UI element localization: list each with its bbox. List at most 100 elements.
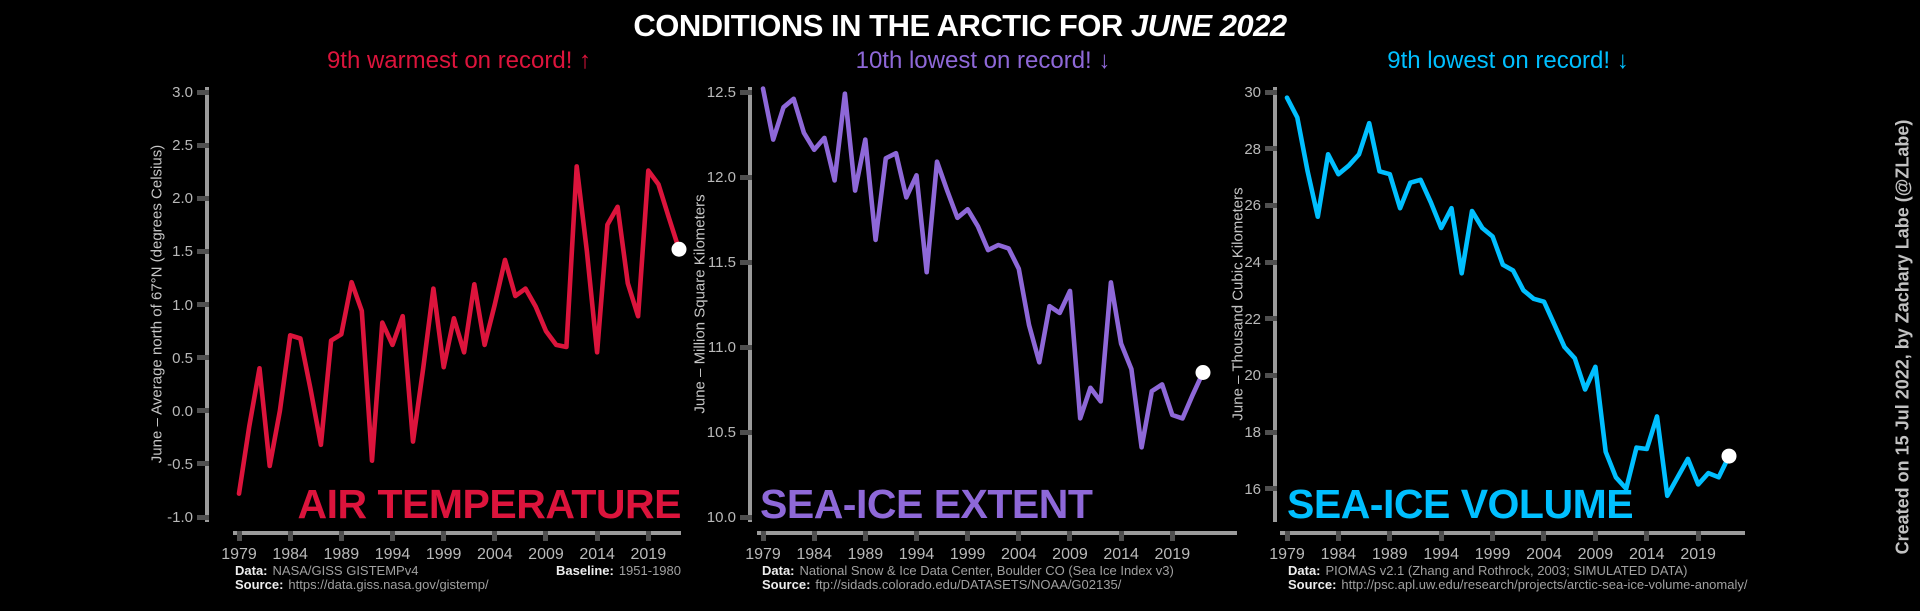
x-tick-label: 1994: [898, 546, 935, 563]
y-tick-label: 2.5: [172, 137, 193, 155]
x-tick-label: 2014: [1103, 546, 1139, 563]
y-tick-label: -0.5: [167, 455, 193, 473]
x-tick-label: 1989: [847, 546, 884, 563]
y-axis-tick: [1265, 372, 1277, 378]
x-tick-label: 2004: [477, 546, 513, 563]
sea-ice-volume-series-label: SEA-ICE VOLUME: [1287, 481, 1634, 527]
x-axis-tick: [389, 531, 395, 541]
x-tick-label: 1994: [1423, 546, 1459, 563]
y-axis-tick: [197, 461, 209, 467]
y-axis-tick: [740, 259, 752, 265]
x-tick-label: 1979: [221, 546, 257, 563]
x-axis-tick: [287, 531, 293, 541]
x-tick-label: 1984: [272, 546, 308, 563]
x-axis-line: [757, 531, 1237, 535]
air-temperature-line: [236, 164, 682, 496]
sea-ice-extent-annotation: 10th lowest on record! ↓: [855, 47, 1111, 74]
sea-ice-extent-series-label: SEA-ICE EXTENT: [760, 481, 1093, 527]
data-value: National Snow & Ice Data Center, Boulder…: [799, 563, 1174, 578]
source-label: Source:: [1288, 576, 1337, 592]
x-axis-tick: [1016, 531, 1022, 541]
y-tick-label: 0.5: [172, 349, 193, 367]
y-axis-tick: [740, 344, 752, 350]
x-axis-tick: [1592, 531, 1598, 541]
page-title-prefix: CONDITIONS IN THE ARCTIC FOR: [633, 8, 1131, 43]
x-tick-label: 2004: [1001, 546, 1037, 563]
y-axis-tick: [197, 142, 209, 148]
x-tick-label: 1979: [745, 546, 781, 563]
y-tick-label: 11.0: [707, 339, 736, 356]
y-axis-tick: [197, 195, 209, 201]
x-axis-tick: [1541, 531, 1547, 541]
y-tick-label: 22: [1244, 310, 1261, 328]
sea-ice-extent-line: [760, 86, 1206, 450]
sea-ice-volume-annotation: 9th lowest on record! ↓: [1387, 47, 1629, 74]
air-temperature-source-note: Data: NASA/GISS GISTEMPv4 Baseline: 1951-1…: [235, 564, 681, 591]
x-tick-label: 2009: [1052, 546, 1088, 563]
y-tick-label: 30: [1244, 84, 1261, 101]
y-axis-tick: [740, 174, 752, 180]
x-tick-label: 1999: [1474, 546, 1511, 563]
x-axis-tick: [594, 531, 600, 541]
x-axis-tick: [760, 531, 766, 541]
y-tick-label: 2.0: [172, 190, 193, 208]
x-axis-tick: [811, 531, 817, 541]
y-axis-tick: [1265, 316, 1277, 322]
source-value: https://data.giss.nasa.gov/gistemp/: [288, 576, 489, 592]
source-label: Source:: [762, 576, 811, 592]
latest-point-marker: [1195, 365, 1211, 380]
y-axis-tick: [197, 355, 209, 361]
y-axis-tick: [1265, 259, 1277, 265]
y-tick-label: 11.5: [707, 254, 736, 271]
x-axis-tick: [1284, 531, 1290, 541]
x-axis-tick: [492, 531, 498, 541]
x-tick-label: 2004: [1526, 546, 1562, 563]
x-tick-label: 1984: [796, 546, 832, 563]
source-label: Source:: [235, 576, 284, 592]
y-axis-tick: [197, 248, 209, 254]
y-axis-tick: [740, 89, 752, 95]
source-value: http://psc.apl.uw.edu/research/projects/…: [1341, 576, 1748, 592]
y-axis-tick: [1265, 202, 1277, 208]
y-tick-label: 10.5: [706, 424, 736, 441]
x-axis-tick: [441, 531, 447, 541]
sea-ice-volume-y-axis-title: June – Thousand Cubic Kilometers: [1229, 187, 1247, 421]
page-title-date: JUNE 2022: [1130, 8, 1287, 43]
x-axis-tick: [913, 531, 919, 541]
x-tick-label: 2019: [1154, 546, 1191, 563]
baseline-value: 1951-1980: [618, 563, 681, 578]
y-axis-tick: [197, 302, 209, 307]
y-tick-label: 10.0: [706, 509, 736, 526]
creator-credit: Created on 15 Jul 2022, by Zachary Labe …: [1892, 119, 1913, 555]
y-axis-tick: [1265, 146, 1277, 152]
y-tick-label: 0.0: [172, 402, 193, 420]
x-tick-label: 1979: [1269, 546, 1305, 563]
y-tick-label: 16: [1244, 480, 1261, 498]
sea-ice-volume-line: [1284, 95, 1732, 499]
y-axis-tick: [1265, 429, 1277, 435]
sea-ice-volume-source-note: Data: PIOMAS v2.1 (Zhang and Rothrock, 20…: [1288, 564, 1747, 591]
y-tick-label: 28: [1244, 140, 1261, 158]
y-axis-tick: [197, 89, 209, 95]
x-axis-tick: [1490, 531, 1496, 541]
y-tick-label: 24: [1244, 254, 1261, 271]
x-tick-label: 1994: [374, 546, 411, 563]
x-tick-label: 2009: [1577, 546, 1614, 563]
y-axis-tick: [1265, 89, 1277, 95]
x-axis-tick: [1118, 531, 1124, 541]
x-axis-tick: [1644, 531, 1650, 541]
data-label: Data:: [762, 563, 795, 578]
y-axis-tick: [740, 514, 752, 520]
x-axis-tick: [645, 531, 651, 541]
x-axis-tick: [965, 531, 971, 541]
x-tick-label: 1984: [1320, 546, 1357, 563]
x-axis-tick: [236, 531, 242, 541]
sea-ice-extent-y-axis-title: June – Million Square Kilometers: [691, 194, 709, 414]
y-tick-label: 3.0: [172, 84, 193, 101]
x-tick-label: 2014: [1628, 546, 1665, 563]
y-axis-tick: [740, 429, 752, 435]
x-tick-label: 1989: [1371, 546, 1408, 563]
x-axis-tick: [1169, 531, 1175, 541]
latest-point-marker: [671, 241, 687, 257]
